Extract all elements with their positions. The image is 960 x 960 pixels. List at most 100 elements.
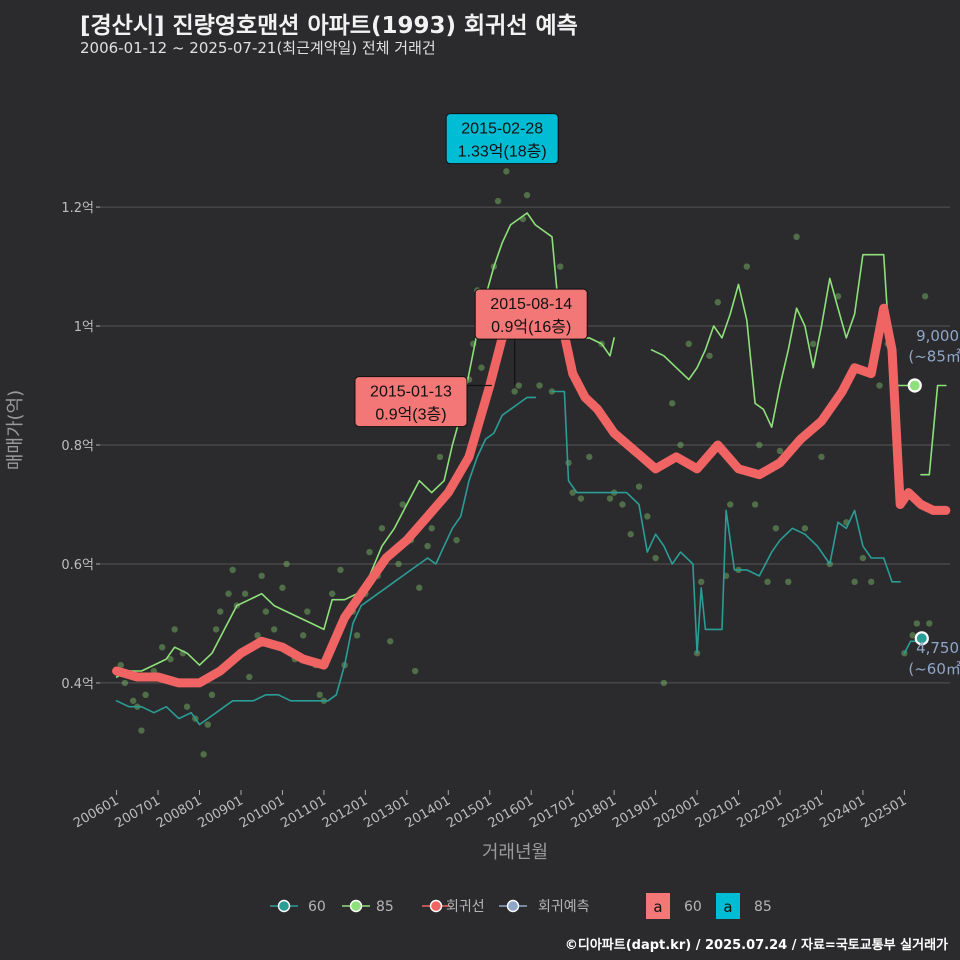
annotation-date: 2015-08-14	[490, 296, 572, 313]
x-tick-label: 201201	[320, 793, 370, 831]
scatter-point	[270, 626, 278, 633]
grid-lines	[100, 206, 950, 684]
scatter-point	[283, 560, 290, 568]
scatter-point	[254, 632, 261, 639]
x-tick-label: 201901	[610, 793, 660, 831]
legend-label: 60	[308, 899, 326, 915]
scatter-point	[606, 495, 614, 502]
scatter-points	[117, 126, 933, 758]
scatter-point	[569, 489, 576, 496]
side-label: (~85㎡)	[908, 348, 960, 366]
side-label: 9,000	[916, 327, 959, 345]
scatter-point	[619, 501, 626, 508]
scatter-point	[416, 584, 423, 591]
legend-label-box	[716, 893, 740, 919]
scatter-point	[503, 168, 510, 175]
scatter-point	[129, 697, 137, 704]
series-line-85	[115, 212, 615, 678]
end-marker-60	[914, 631, 929, 646]
scatter-point	[304, 608, 311, 615]
x-tick-label: 200801	[154, 793, 204, 831]
scatter-point	[217, 608, 224, 615]
scatter-point	[353, 632, 361, 639]
series-line-regression	[112, 291, 951, 688]
scatter-point	[387, 638, 394, 645]
scatter-point	[378, 525, 386, 532]
series-line-85	[920, 384, 947, 476]
scatter-point	[876, 382, 883, 389]
legend-swatch-dot	[429, 899, 443, 913]
scatter-point	[698, 578, 705, 586]
scatter-point	[158, 644, 166, 651]
scatter-point	[523, 191, 531, 199]
scatter-point	[834, 293, 842, 300]
scatter-point	[436, 453, 444, 461]
scatter-point	[212, 626, 220, 633]
scatter-point	[652, 554, 659, 562]
scatter-point	[536, 382, 543, 389]
scatter-point	[204, 721, 212, 728]
scatter-point	[913, 620, 921, 627]
series-line-60	[115, 396, 537, 726]
x-tick-label: 202101	[693, 793, 743, 831]
x-tick-label: 201701	[527, 793, 577, 831]
scatter-point	[258, 572, 265, 580]
scatter-point	[511, 388, 518, 395]
scatter-point	[121, 679, 129, 687]
scatter-point	[167, 655, 174, 663]
legend-box-glyph: a	[723, 898, 732, 916]
y-tick-label: 1.2억	[61, 201, 94, 216]
scatter-point	[727, 501, 734, 508]
annotation-box	[354, 376, 468, 428]
scatter-point	[138, 727, 145, 734]
legend-label: 85	[754, 899, 772, 915]
x-tick-label: 201101	[278, 793, 328, 831]
scatter-point	[366, 548, 373, 556]
y-axis-title: 매매가(억)	[5, 390, 26, 470]
scatter-point	[399, 501, 406, 508]
x-tick-label: 202401	[817, 793, 867, 831]
series-line-60	[551, 390, 901, 654]
chart-title: [경산시] 진량영호맨션 아파트(1993) 회귀선 예측	[80, 13, 578, 39]
annotation-value: 1.33억(18층)	[458, 143, 547, 161]
credit-text: ©디아파트(dapt.kr) / 2025.07.24 / 자료=국토교통부 실…	[564, 938, 948, 953]
legend-swatch-dot	[506, 899, 520, 913]
scatter-point	[706, 352, 713, 359]
legend-label: 회귀선	[446, 899, 485, 915]
scatter-point	[586, 453, 593, 461]
scatter-point	[859, 554, 867, 562]
x-axis: 2006012007012008012009012010012011012012…	[71, 790, 909, 831]
scatter-point	[316, 691, 323, 699]
legend-box-glyph: a	[653, 898, 662, 916]
annotation-box	[445, 113, 559, 165]
x-tick-label: 201401	[403, 793, 453, 831]
scatter-point	[801, 525, 809, 532]
scatter-point	[200, 751, 207, 758]
scatter-point	[171, 626, 178, 633]
scatter-point	[926, 620, 933, 627]
y-tick-label: 1억	[74, 320, 94, 335]
legend-label: 85	[376, 899, 394, 915]
scatter-point	[229, 566, 236, 574]
scatter-point	[241, 590, 249, 597]
scatter-point	[751, 501, 759, 508]
scatter-point	[921, 293, 929, 300]
scatter-point	[208, 691, 216, 699]
x-tick-label: 201801	[569, 793, 619, 831]
scatter-point	[635, 483, 643, 490]
scatter-point	[183, 703, 191, 710]
scatter-point	[809, 340, 817, 348]
scatter-point	[515, 382, 522, 389]
scatter-point	[868, 578, 875, 586]
scatter-point	[776, 447, 784, 455]
legend-label: 60	[684, 899, 702, 915]
y-tick-label: 0.8억	[61, 439, 94, 454]
x-tick-label: 202501	[859, 793, 909, 831]
scatter-point	[909, 632, 916, 639]
annotation-value: 0.9억(3층)	[375, 406, 446, 424]
x-tick-label: 202301	[776, 793, 826, 831]
end-markers	[907, 378, 929, 646]
scatter-point	[337, 566, 344, 574]
x-tick-label: 200901	[195, 793, 245, 831]
